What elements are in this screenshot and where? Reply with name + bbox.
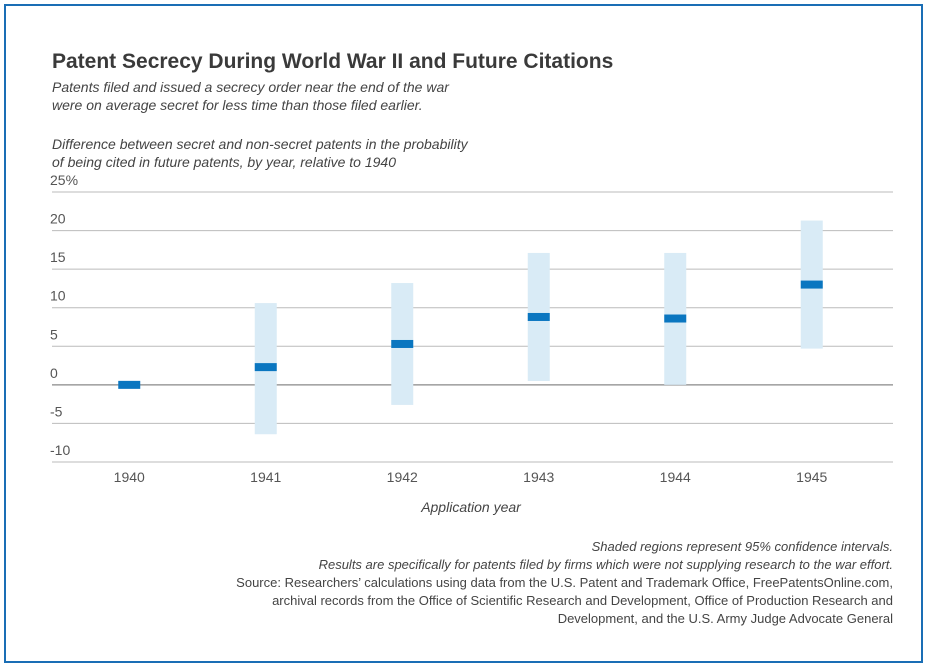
note: Shaded regions represent 95% confidence …	[592, 539, 893, 554]
note: archival records from the Office of Scie…	[272, 593, 893, 608]
x-tick-label: 1944	[660, 469, 691, 485]
x-tick-label: 1940	[114, 469, 145, 485]
y-tick-label: 20	[50, 211, 66, 227]
estimate	[527, 312, 550, 321]
y-tick-label: -10	[50, 442, 70, 458]
y-label: of being cited in future patents, by yea…	[52, 154, 396, 170]
y-tick-label: 25%	[50, 172, 78, 188]
x-label: Application year	[420, 499, 522, 515]
estimate	[800, 280, 823, 289]
y-tick-label: 0	[50, 365, 58, 381]
x-tick-label: 1945	[796, 469, 827, 485]
chart-title: Patent Secrecy During World War II and F…	[52, 50, 613, 73]
y-tick-label: 15	[50, 249, 66, 265]
x-tick-label: 1943	[523, 469, 554, 485]
y-tick-label: 5	[50, 326, 58, 342]
y-tick-label: -5	[50, 403, 63, 419]
estimate	[391, 339, 414, 348]
estimate	[254, 363, 277, 372]
note: Development, and the U.S. Army Judge Adv…	[558, 611, 893, 626]
subtitle: Patents filed and issued a secrecy order…	[52, 79, 450, 95]
y-tick-label: 10	[50, 288, 66, 304]
estimate	[118, 380, 141, 389]
frame	[4, 4, 923, 663]
x-tick-label: 1942	[387, 469, 418, 485]
note: Results are specifically for patents fil…	[319, 557, 893, 572]
subtitle: were on average secret for less time tha…	[52, 97, 423, 113]
estimate	[664, 314, 687, 323]
y-label: Difference between secret and non-secret…	[52, 136, 469, 152]
note: Source: Researchers’ calculations using …	[236, 575, 893, 590]
x-tick-label: 1941	[250, 469, 281, 485]
